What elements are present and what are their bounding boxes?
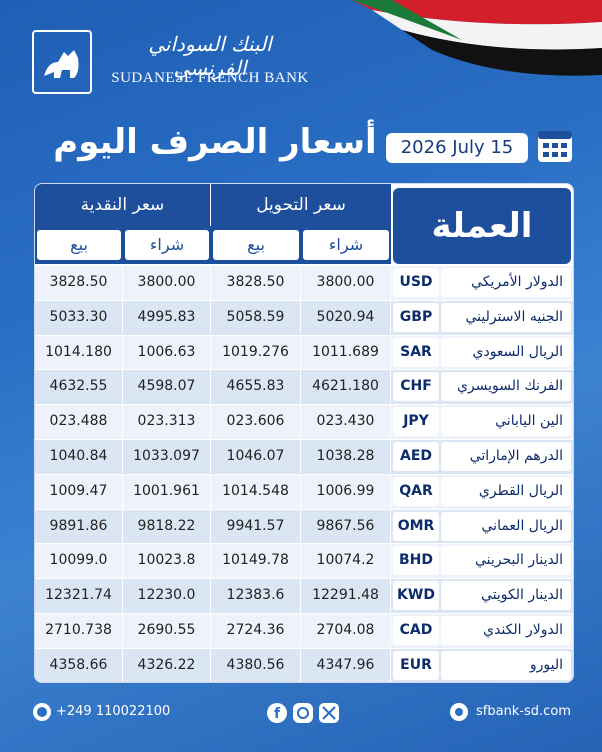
currency-code: EUR (393, 650, 439, 680)
currency-code: CAD (393, 616, 439, 645)
calendar-icon (538, 131, 572, 162)
rates-table: سعر النقدية سعر التحويل العملة بيع شراء بي… (34, 183, 574, 683)
phone: +249 110022100 (56, 704, 171, 719)
currency-name: الدولار الأمريكي (441, 268, 571, 297)
date: 2026 July 15 (386, 133, 528, 163)
rate-cell: 023.313 (123, 405, 211, 439)
currency-code: AED (393, 442, 439, 471)
currency-code: CHF (393, 372, 439, 402)
rate-cell: 5020.94 (301, 300, 391, 334)
rate-cell: 4632.55 (35, 370, 123, 404)
whatsapp-icon (33, 703, 51, 721)
currency-name: الدرهم الإماراتي (441, 442, 571, 471)
currency-name: الجنيه الاسترليني (441, 302, 571, 332)
currency-name: الفرنك السويسري (441, 372, 571, 402)
currency-code: QAR (393, 476, 439, 506)
sub-header: شراء (303, 230, 389, 260)
currency-name: الين الياباني (441, 407, 571, 437)
bank-name-en: SUDANESE FRENCH BANK (111, 70, 309, 86)
rate-cell: 12321.74 (35, 579, 123, 613)
cash-header: سعر النقدية (35, 184, 211, 226)
rate-cell: 1009.47 (35, 474, 123, 508)
rate-cell: 10023.8 (123, 544, 211, 578)
rate-cell: 023.606 (211, 405, 301, 439)
currency-code: GBP (393, 302, 439, 332)
rate-cell: 4380.56 (211, 648, 301, 682)
sub-header: شراء (125, 230, 209, 260)
rate-cell: 3800.00 (123, 266, 211, 299)
currency-name: اليورو (441, 650, 571, 680)
currency-name: الدينار الكويتي (441, 581, 571, 611)
rate-cell: 10074.2 (301, 544, 391, 578)
rate-cell: 1006.63 (123, 335, 211, 369)
rate-cell: 9818.22 (123, 509, 211, 543)
rate-cell: 1011.689 (301, 335, 391, 369)
rate-cell: 4621.180 (301, 370, 391, 404)
currency-code: KWD (393, 581, 439, 611)
sub-header: بيع (37, 230, 121, 260)
rate-cell: 1038.28 (301, 440, 391, 473)
currency-code: SAR (393, 337, 439, 367)
logo (32, 30, 92, 94)
rate-cell: 1014.548 (211, 474, 301, 508)
currency-name: الدينار البحريني (441, 546, 571, 576)
rate-cell: 5033.30 (35, 300, 123, 334)
rate-cell: 023.488 (35, 405, 123, 439)
currency-code: JPY (393, 407, 439, 437)
rate-cell: 023.430 (301, 405, 391, 439)
currency-code: USD (393, 268, 439, 297)
rate-cell: 4347.96 (301, 648, 391, 682)
rate-cell: 4326.22 (123, 648, 211, 682)
rate-cell: 12291.48 (301, 579, 391, 613)
rate-cell: 2690.55 (123, 614, 211, 647)
rate-cell: 1014.180 (35, 335, 123, 369)
rate-cell: 4358.66 (35, 648, 123, 682)
rate-cell: 9891.86 (35, 509, 123, 543)
rate-cell: 10149.78 (211, 544, 301, 578)
rate-cell: 1001.961 (123, 474, 211, 508)
rate-cell: 3828.50 (211, 266, 301, 299)
currency-name: الريال القطري (441, 476, 571, 506)
currency-code: OMR (393, 511, 439, 541)
web-icon (450, 703, 468, 721)
title: أسعار الصرف اليوم (53, 122, 377, 162)
transfer-header: سعر التحويل (211, 184, 391, 226)
rate-cell: 12230.0 (123, 579, 211, 613)
rate-cell: 9867.56 (301, 509, 391, 543)
rate-cell: 2704.08 (301, 614, 391, 647)
flag (352, 0, 602, 76)
social-icons: f (267, 703, 339, 723)
rate-cell: 2710.738 (35, 614, 123, 647)
rate-cell: 1019.276 (211, 335, 301, 369)
rate-cell: 5058.59 (211, 300, 301, 334)
rate-cell: 1006.99 (301, 474, 391, 508)
sub-header: بيع (213, 230, 299, 260)
rate-cell: 1040.84 (35, 440, 123, 473)
currency-name: الدولار الكندي (441, 616, 571, 645)
rate-cell: 10099.0 (35, 544, 123, 578)
bank-name-ar: البنك السوداني الفرنسي (148, 32, 272, 80)
currency-code: BHD (393, 546, 439, 576)
rate-cell: 1033.097 (123, 440, 211, 473)
rate-cell: 9941.57 (211, 509, 301, 543)
rate-cell: 2724.36 (211, 614, 301, 647)
svg-text:f: f (274, 706, 281, 722)
currency-name: الريال العماني (441, 511, 571, 541)
rate-cell: 12383.6 (211, 579, 301, 613)
rate-cell: 4598.07 (123, 370, 211, 404)
rate-cell: 4655.83 (211, 370, 301, 404)
rate-cell: 4995.83 (123, 300, 211, 334)
currency-header: العملة (393, 188, 571, 264)
rate-cell: 1046.07 (211, 440, 301, 473)
rate-cell: 3800.00 (301, 266, 391, 299)
rate-cell: 3828.50 (35, 266, 123, 299)
website: sfbank-sd.com (476, 704, 571, 719)
currency-name: الريال السعودي (441, 337, 571, 367)
